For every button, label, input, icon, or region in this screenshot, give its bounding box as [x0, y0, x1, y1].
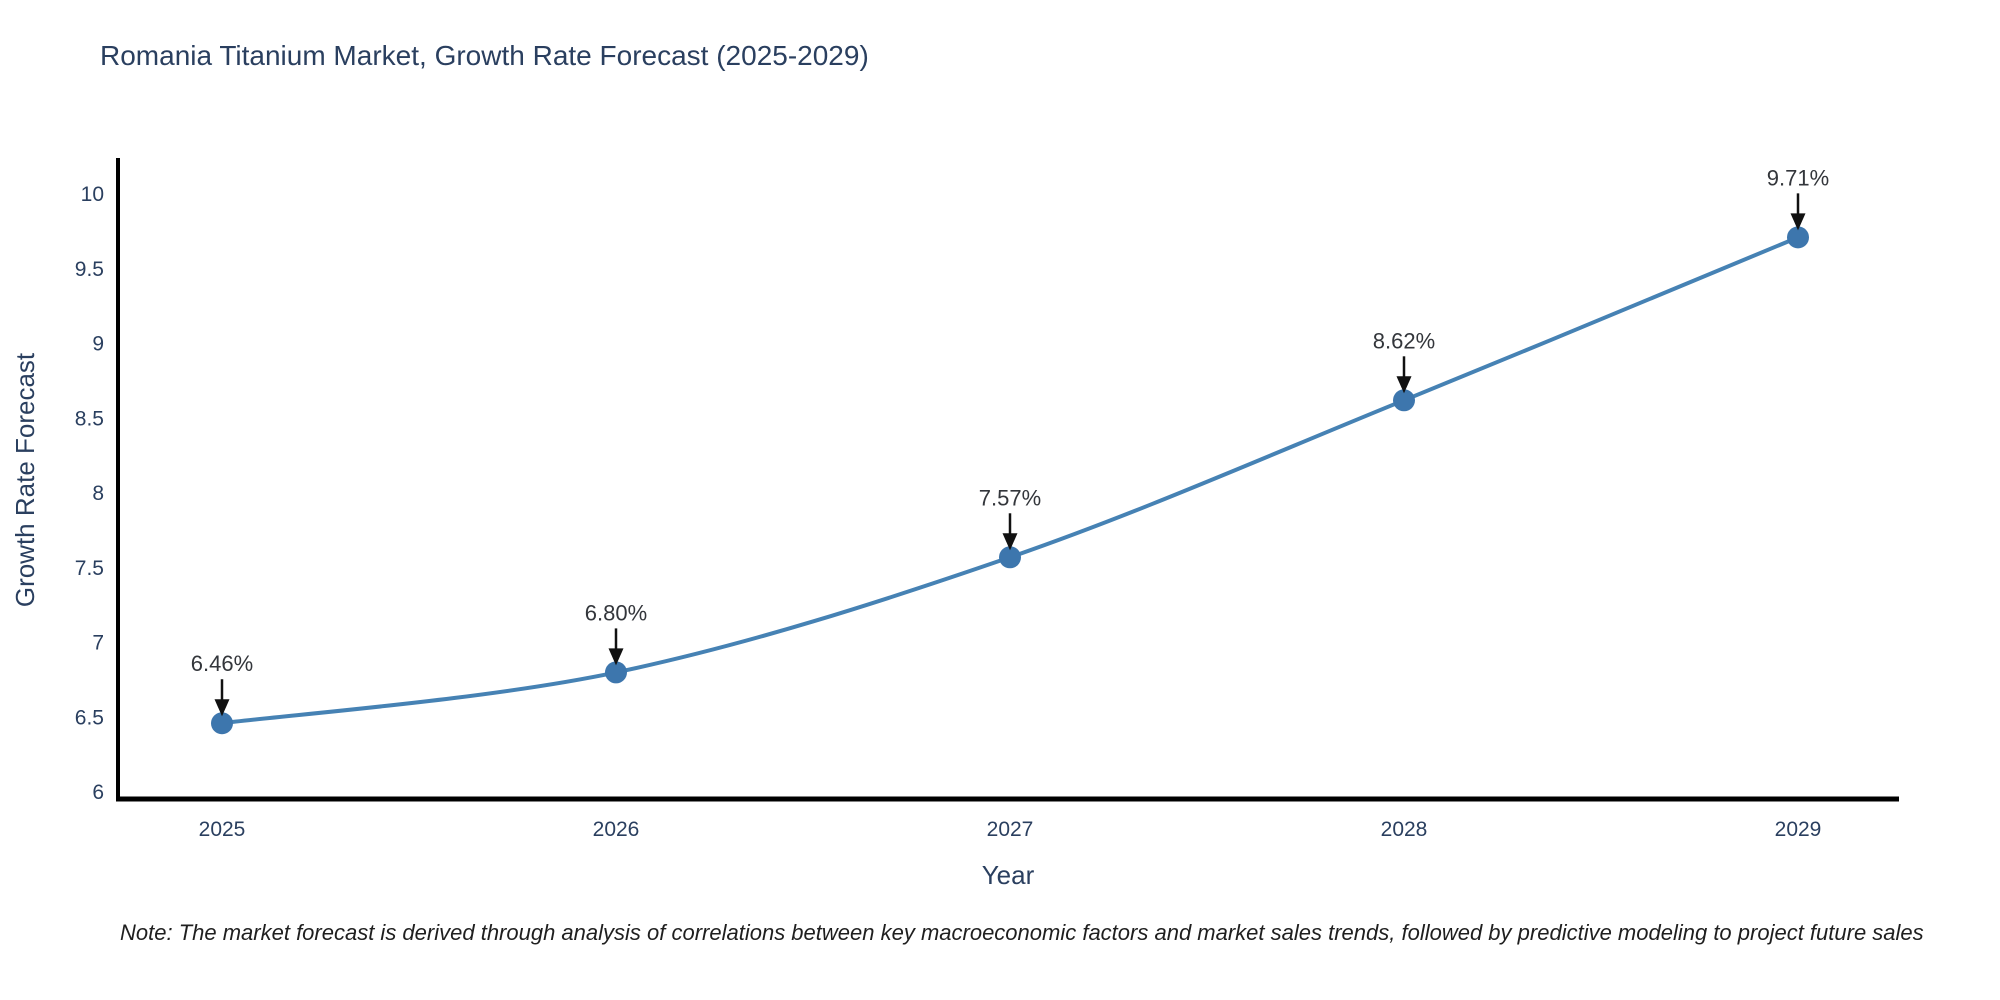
y-tick-label: 8.5	[75, 407, 104, 430]
annotation-arrowhead-icon	[1396, 376, 1412, 394]
y-tick-label: 7.5	[75, 557, 104, 580]
data-point-marker	[211, 712, 233, 735]
point-value-label: 6.80%	[585, 600, 647, 625]
forecast-line	[220, 235, 1800, 726]
y-axis-title: Growth Rate Forecast	[10, 352, 40, 607]
footnote: Note: The market forecast is derived thr…	[120, 920, 1924, 945]
x-tick-label: 2029	[1775, 818, 1822, 841]
chart-title: Romania Titanium Market, Growth Rate For…	[100, 40, 869, 71]
x-tick-label: 2027	[987, 818, 1034, 841]
x-tick-label: 2025	[199, 818, 246, 841]
annotation-arrowhead-icon	[214, 699, 230, 717]
y-tick-label: 7	[92, 632, 104, 655]
data-point-marker	[999, 546, 1021, 569]
y-tick-label: 10	[81, 183, 104, 206]
y-tick-label: 9	[92, 333, 104, 356]
data-point-marker	[1393, 389, 1415, 412]
x-tick-label: 2028	[1381, 818, 1428, 841]
point-value-label: 6.46%	[191, 651, 253, 676]
annotation-arrowhead-icon	[1002, 533, 1018, 551]
y-tick-label: 6.5	[75, 706, 104, 729]
annotation-arrowhead-icon	[608, 648, 624, 666]
x-tick-label: 2026	[593, 818, 640, 841]
data-point-marker	[605, 661, 627, 684]
point-value-label: 7.57%	[979, 485, 1041, 510]
y-tick-label: 9.5	[75, 258, 104, 281]
y-tick-label: 8	[92, 482, 104, 505]
plot-layer: 6 6.5 7 7.5 8 8.5 9 9.5 10 2025 2026 2027 2028 2029 6.…	[75, 158, 1899, 841]
x-axis-title: Year	[982, 860, 1035, 890]
annotation-arrowhead-icon	[1790, 213, 1806, 231]
point-value-label: 8.62%	[1373, 328, 1435, 353]
point-value-label: 9.71%	[1767, 165, 1829, 190]
y-tick-label: 6	[92, 781, 104, 804]
data-point-marker	[1787, 226, 1809, 249]
